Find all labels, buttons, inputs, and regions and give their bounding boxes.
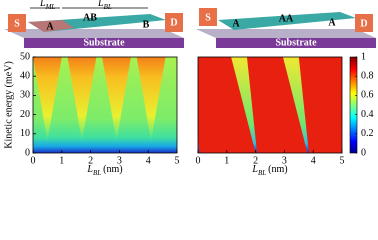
heatmap-background [198, 57, 342, 153]
colorbar-tick-label: 0.8 [361, 70, 374, 81]
colorbar-tick-label: 0.2 [361, 128, 374, 139]
x-tick-label: 4 [311, 155, 316, 166]
drain-label: D [360, 18, 367, 29]
region-label: A [232, 18, 240, 29]
region-label: A [328, 17, 336, 28]
symbol: L [86, 164, 93, 175]
heatmap-feature [33, 57, 62, 142]
length-label: LBL [97, 0, 112, 11]
y-tick-label: 40 [20, 70, 30, 81]
region-label: AA [279, 13, 294, 24]
source [8, 14, 26, 32]
heatmap [33, 57, 177, 153]
x-axis-label: LBL (nm) [86, 164, 122, 176]
unit: (nm) [268, 164, 287, 175]
symbol: L [251, 164, 258, 175]
colorbar-tick-label: 0.6 [361, 90, 374, 101]
y-axis-label: Kinetic energy (meV) [3, 61, 14, 149]
substrate-label: Substrate [83, 37, 125, 48]
region-label: AB [83, 12, 97, 23]
subscript: BL [93, 169, 101, 177]
substrate-top [196, 29, 376, 38]
unit: (nm) [103, 164, 122, 175]
colorbar [349, 56, 358, 154]
drain [355, 14, 373, 32]
y-tick-label: 30 [20, 90, 30, 101]
heatmap-feature [136, 57, 166, 142]
colorbar-tick-label: 0.4 [361, 109, 374, 120]
symbol: L [39, 0, 46, 9]
y-tick-label: 0 [25, 147, 30, 158]
x-axis-label: LBL (nm) [251, 164, 287, 176]
chain [218, 12, 356, 30]
x-tick-label: 5 [175, 155, 180, 166]
heatmap-feature [231, 57, 258, 153]
source-label: S [205, 12, 211, 23]
substrate-label: Substrate [275, 37, 317, 48]
subscript: ML [45, 3, 56, 11]
heatmap-feature [102, 57, 131, 142]
y-tick-label: 50 [20, 51, 30, 62]
x-tick-label: 0 [31, 155, 36, 166]
x-tick-label: 3 [117, 155, 122, 166]
colorbar-tick-label: 1 [361, 51, 366, 62]
y-tick-label: 20 [20, 109, 30, 120]
substrate-front [216, 38, 376, 48]
x-tick-label: 0 [196, 155, 201, 166]
region-label: A [46, 21, 54, 32]
colorbar-tick-label: 0 [361, 147, 366, 158]
drain [165, 13, 183, 32]
x-tick-label: 3 [282, 155, 287, 166]
x-tick-label: 1 [224, 155, 229, 166]
plot-frame [32, 56, 178, 154]
x-tick-label: 4 [146, 155, 151, 166]
source [199, 8, 217, 26]
symbol: L [97, 0, 104, 9]
right-schematic [196, 8, 376, 48]
subscript: BL [104, 3, 112, 11]
x-tick-label: 2 [88, 155, 93, 166]
subscript: BL [258, 169, 266, 177]
heatmap [198, 57, 342, 153]
x-tick-label: 1 [59, 155, 64, 166]
substrate-front [24, 38, 184, 48]
x-tick-label: 5 [340, 155, 345, 166]
figure: S D A AB B LML LBL Substrate S D A AA A … [3, 0, 376, 177]
length-label: LML [39, 0, 55, 11]
region-a [28, 20, 74, 32]
source-label: S [14, 18, 20, 29]
left-schematic [4, 7, 184, 48]
x-tick-label: 2 [253, 155, 258, 166]
heatmap-feature [67, 57, 97, 142]
drain-label: D [170, 17, 177, 28]
heatmap-feature [198, 139, 200, 153]
plot-frame [197, 56, 343, 154]
heatmap-feature [282, 57, 309, 153]
region-label: B [143, 19, 150, 30]
y-tick-label: 10 [20, 128, 30, 139]
